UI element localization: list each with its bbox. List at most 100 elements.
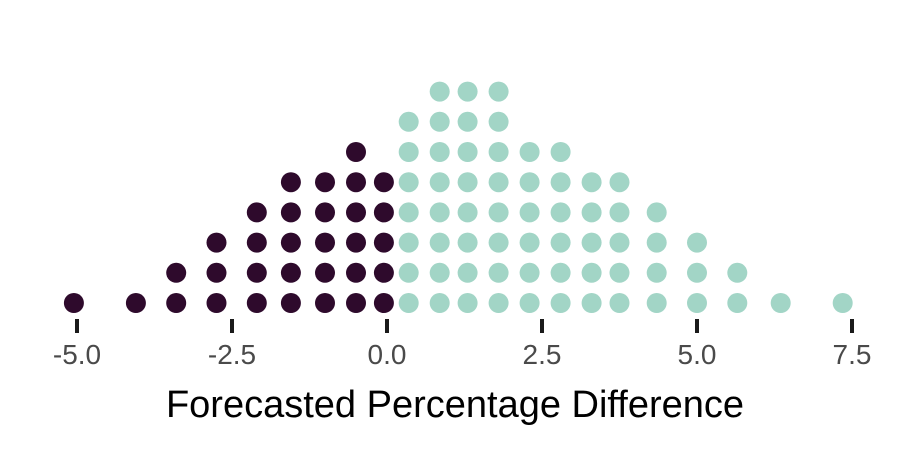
dot-negative (346, 172, 366, 193)
dot-positive (457, 232, 478, 253)
dot-positive (727, 262, 748, 283)
dot-positive (429, 293, 450, 313)
dot-negative (373, 262, 394, 283)
dot-positive (398, 172, 419, 193)
dot-positive (550, 293, 571, 313)
dot-positive (398, 111, 419, 132)
dot-positive (457, 202, 478, 223)
dot-positive (609, 232, 630, 253)
dot-positive (488, 202, 509, 223)
dot-positive (429, 142, 450, 162)
dot-positive (550, 142, 571, 162)
dot-positive (581, 232, 602, 253)
dot-positive (609, 262, 630, 283)
dot-positive (457, 293, 478, 313)
dot-positive (519, 232, 540, 253)
dot-positive (429, 232, 450, 253)
dot-positive (687, 293, 707, 313)
dot-positive (457, 142, 478, 162)
dot-positive (398, 142, 419, 162)
dot-positive (519, 202, 540, 223)
dot-negative (280, 293, 301, 313)
dot-negative (373, 293, 394, 313)
dot-negative (315, 262, 335, 283)
dot-negative (346, 232, 366, 253)
dot-positive (457, 172, 478, 193)
dot-negative (206, 232, 227, 253)
dot-positive (519, 293, 540, 313)
dot-positive (519, 142, 540, 162)
dot-negative (346, 142, 366, 162)
dot-positive (457, 262, 478, 283)
dot-positive (581, 262, 602, 283)
dot-positive (398, 262, 419, 283)
dot-negative (346, 262, 366, 283)
dot-positive (770, 293, 791, 313)
dot-positive (488, 172, 509, 193)
dot-positive (687, 232, 707, 253)
dot-negative (315, 202, 335, 223)
dot-positive (646, 262, 667, 283)
dot-positive (581, 202, 602, 223)
dot-negative (346, 202, 366, 223)
x-tick-label: 7.5 (833, 339, 872, 370)
dot-positive (429, 81, 450, 102)
dot-negative (125, 293, 146, 313)
dot-positive (457, 111, 478, 132)
dot-negative (373, 232, 394, 253)
x-tick-label: 5.0 (678, 339, 717, 370)
dot-negative (280, 202, 301, 223)
dot-positive (488, 142, 509, 162)
dot-negative (246, 202, 267, 223)
dot-positive (398, 202, 419, 223)
dot-negative (280, 172, 301, 193)
dot-negative (280, 232, 301, 253)
dots-layer (63, 81, 853, 313)
dot-positive (519, 172, 540, 193)
dot-negative (166, 293, 187, 313)
dot-negative (373, 202, 394, 223)
dot-positive (550, 232, 571, 253)
x-tick-label: -2.5 (208, 339, 256, 370)
dot-positive (727, 293, 748, 313)
dot-negative (315, 172, 335, 193)
dot-positive (398, 232, 419, 253)
x-tick-label: 2.5 (523, 339, 562, 370)
dot-positive (646, 232, 667, 253)
dot-positive (429, 111, 450, 132)
dot-negative (315, 232, 335, 253)
dot-positive (488, 111, 509, 132)
dot-positive (429, 172, 450, 193)
dot-positive (488, 262, 509, 283)
dot-positive (581, 172, 602, 193)
dot-negative (206, 262, 227, 283)
dot-positive (581, 293, 602, 313)
dot-negative (246, 232, 267, 253)
dot-negative (373, 172, 394, 193)
dot-positive (609, 202, 630, 223)
dot-positive (609, 293, 630, 313)
dot-positive (609, 172, 630, 193)
dot-positive (488, 81, 509, 102)
dot-positive (519, 262, 540, 283)
x-tick-label: 0.0 (368, 339, 407, 370)
dot-negative (206, 293, 227, 313)
dot-positive (550, 202, 571, 223)
dot-positive (646, 202, 667, 223)
dot-positive (429, 262, 450, 283)
dot-negative (315, 293, 335, 313)
dot-negative (63, 293, 84, 313)
dot-positive (687, 262, 707, 283)
x-axis-title: Forecasted Percentage Difference (166, 384, 744, 426)
dot-positive (429, 202, 450, 223)
dot-negative (246, 262, 267, 283)
dot-negative (246, 293, 267, 313)
dot-positive (832, 293, 853, 313)
dot-negative (346, 293, 366, 313)
dot-positive (550, 262, 571, 283)
dot-negative (166, 262, 187, 283)
dot-positive (488, 293, 509, 313)
dot-positive (398, 293, 419, 313)
